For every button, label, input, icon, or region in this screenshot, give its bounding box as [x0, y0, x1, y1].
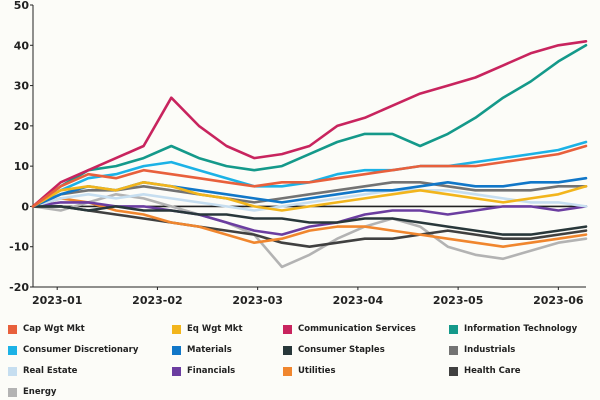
series-line-information-technology — [31, 43, 588, 208]
y-tick-label: 30 — [14, 80, 30, 93]
legend-item-communication-services: Communication Services — [283, 322, 416, 336]
series-line-real-estate — [31, 189, 588, 212]
legend-label: Eq Wgt Mkt — [187, 324, 243, 334]
legend-label: Health Care — [464, 366, 521, 376]
legend-item-eq-wgt-mkt: Eq Wgt Mkt — [172, 322, 243, 336]
legend-swatch — [8, 366, 17, 376]
legend: Cap Wgt Mkt Eq Wgt Mkt Communication Ser… — [0, 318, 600, 400]
legend-label: Consumer Discretionary — [23, 345, 139, 355]
legend-swatch — [449, 324, 458, 334]
x-axis: 2023-01 2023-02 2023-03 2023-04 2023-05 2023-… — [32, 286, 586, 307]
x-tick-label: 2023-06 — [533, 294, 584, 307]
legend-item-information-technology: Information Technology — [449, 322, 577, 336]
series-line-consumer-staples — [31, 205, 588, 236]
legend-label: Real Estate — [23, 366, 78, 376]
series-lines — [31, 39, 588, 269]
legend-item-cap-wgt-mkt: Cap Wgt Mkt — [8, 322, 85, 336]
series-line-cap-wgt-mkt — [31, 144, 588, 208]
series-line-communication-services — [31, 39, 588, 208]
y-tick-label: 0 — [21, 200, 29, 213]
legend-label: Utilities — [298, 366, 336, 376]
legend-item-real-estate: Real Estate — [8, 364, 77, 378]
legend-item-consumer-discretionary: Consumer Discretionary — [8, 343, 138, 357]
legend-swatch — [172, 366, 181, 376]
series-line-utilities — [31, 197, 588, 248]
x-tick-label: 2023-01 — [32, 294, 83, 307]
legend-item-financials: Financials — [172, 364, 235, 378]
legend-swatch — [8, 345, 17, 355]
legend-swatch — [283, 366, 292, 376]
y-tick-label: -20 — [9, 281, 29, 294]
legend-swatch — [449, 345, 458, 355]
legend-swatch — [283, 345, 292, 355]
legend-label: Communication Services — [298, 324, 416, 334]
legend-swatch — [449, 366, 458, 376]
legend-item-materials: Materials — [172, 343, 232, 357]
legend-swatch — [8, 324, 17, 334]
y-tick-label: 20 — [14, 120, 30, 133]
x-tick-label: 2023-03 — [232, 294, 283, 307]
x-tick-label: 2023-05 — [433, 294, 484, 307]
legend-swatch — [172, 324, 181, 334]
legend-item-industrials: Industrials — [449, 343, 515, 357]
legend-item-energy: Energy — [8, 385, 56, 399]
y-tick-label: 10 — [14, 160, 30, 173]
legend-label: Cap Wgt Mkt — [23, 324, 85, 334]
legend-item-consumer-staples: Consumer Staples — [283, 343, 385, 357]
series-line-energy — [31, 193, 588, 269]
legend-swatch — [172, 345, 181, 355]
series-line-health-care — [31, 205, 588, 248]
y-tick-label: -10 — [9, 241, 29, 254]
legend-label: Information Technology — [464, 324, 578, 334]
legend-swatch — [8, 387, 17, 397]
legend-label: Materials — [187, 345, 232, 355]
legend-item-utilities: Utilities — [283, 364, 336, 378]
legend-swatch — [283, 324, 292, 334]
legend-label: Financials — [187, 366, 236, 376]
series-line-eq-wgt-mkt — [31, 181, 588, 212]
y-tick-label: 40 — [14, 39, 30, 52]
series-line-financials — [31, 201, 588, 236]
legend-label: Energy — [23, 387, 57, 397]
y-axis: -20 -10 0 10 20 30 40 50 — [9, 0, 34, 294]
series-line-consumer-discretionary — [31, 140, 588, 208]
x-tick-label: 2023-04 — [333, 294, 384, 307]
x-tick-label: 2023-02 — [132, 294, 183, 307]
legend-item-health-care: Health Care — [449, 364, 521, 378]
y-tick-label: 50 — [14, 0, 30, 12]
legend-label: Consumer Staples — [298, 345, 385, 355]
legend-label: Industrials — [464, 345, 516, 355]
